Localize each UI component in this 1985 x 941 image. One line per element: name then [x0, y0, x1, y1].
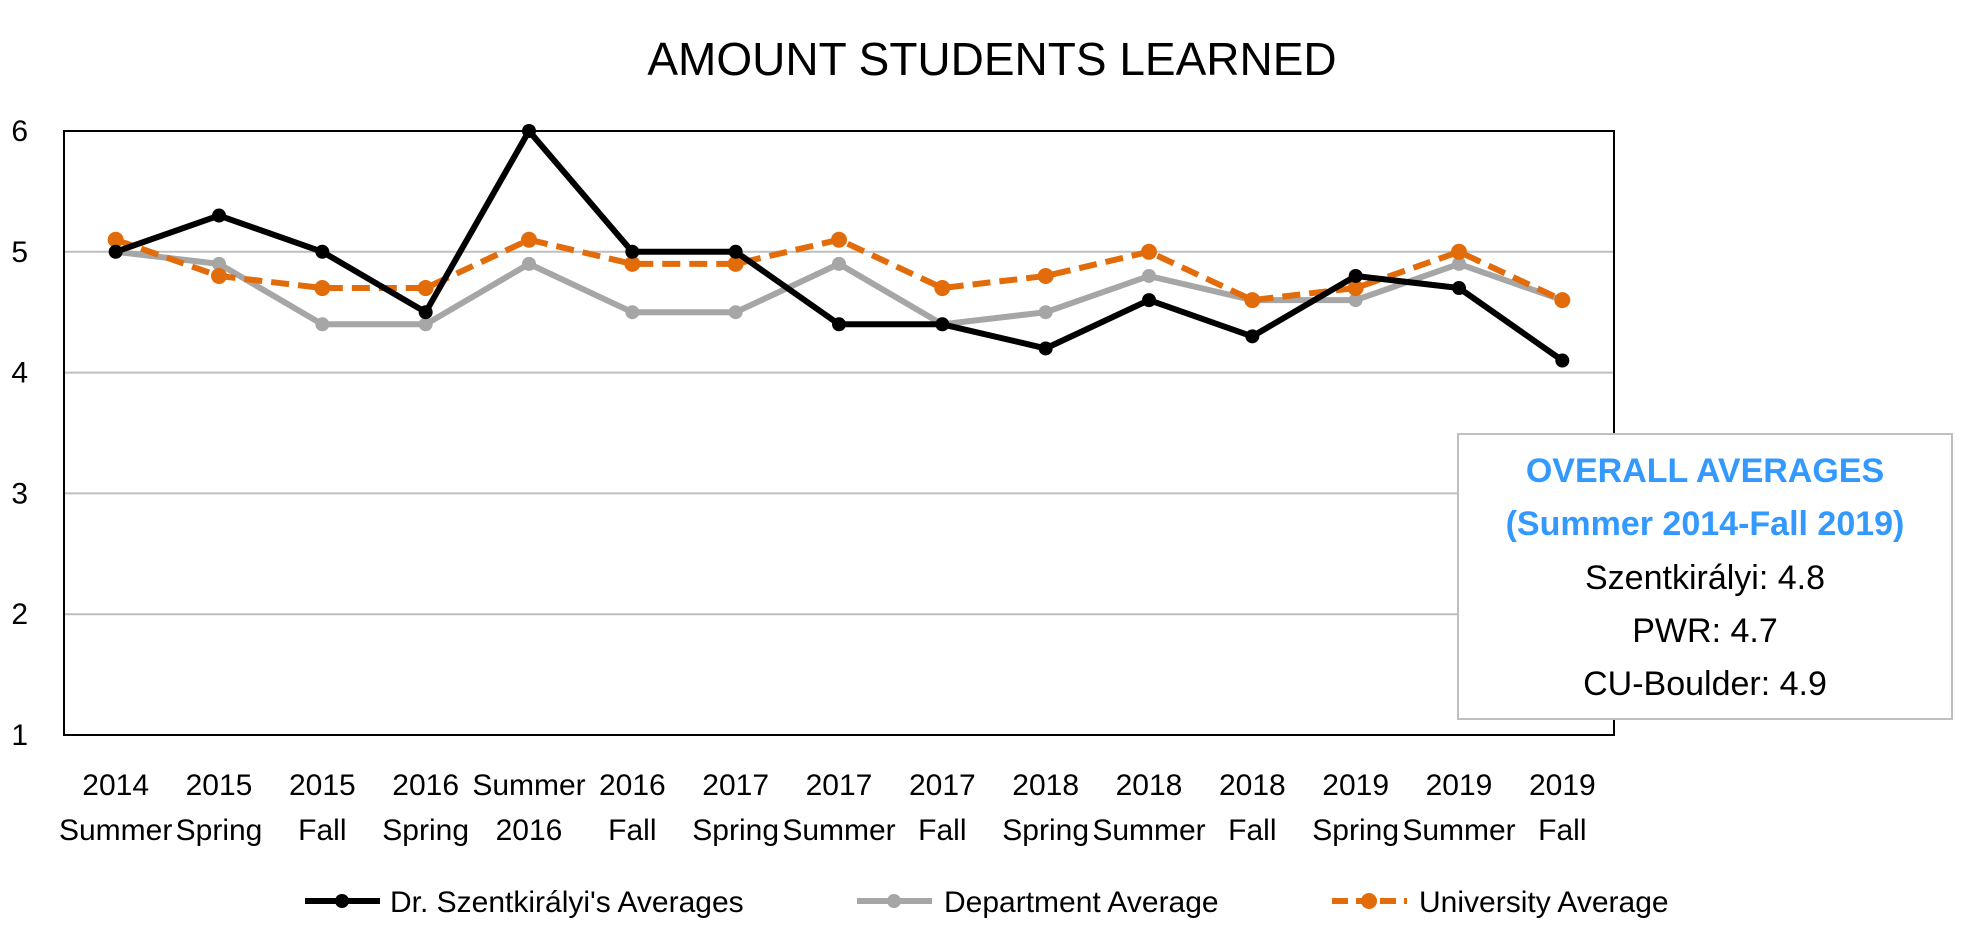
- series-0: [108, 124, 1570, 368]
- x-tick-label: Fall: [1538, 814, 1586, 847]
- x-tick-label: 2018: [1012, 769, 1079, 802]
- y-tick-label: 1: [11, 719, 28, 752]
- x-tick-label: Spring: [382, 814, 469, 847]
- x-tick-label: 2018: [1219, 769, 1286, 802]
- data-point: [107, 231, 124, 248]
- data-point: [418, 305, 433, 320]
- data-point: [625, 305, 640, 320]
- data-point: [521, 231, 537, 248]
- x-tick-label: 2015: [289, 769, 356, 802]
- overall-averages-heading: OVERALL AVERAGES: [1526, 452, 1884, 490]
- data-point: [728, 244, 743, 259]
- data-point: [1451, 243, 1467, 260]
- data-point: [625, 244, 640, 259]
- plot-area-border: [63, 130, 1615, 736]
- data-point: [108, 244, 123, 259]
- data-point: [727, 255, 744, 272]
- legend: Dr. Szentkirályi's Averages Department A…: [305, 886, 1669, 919]
- x-tick-label: Summer: [782, 814, 895, 847]
- x-tick-label: Spring: [1312, 814, 1399, 847]
- x-tick-label: 2014: [82, 769, 149, 802]
- overall-average-szentkiralyi: Szentkirályi: 4.8: [1585, 559, 1825, 597]
- data-point: [935, 317, 950, 332]
- x-tick-label: Fall: [608, 814, 656, 847]
- data-point: [522, 256, 536, 271]
- x-tick-label: Spring: [1002, 814, 1089, 847]
- x-tick-label: Spring: [176, 814, 263, 847]
- x-tick-label: 2016: [599, 769, 666, 802]
- y-tick-label: 6: [11, 115, 28, 148]
- x-tick-label: Summer: [59, 814, 172, 847]
- data-point: [418, 317, 433, 332]
- data-point: [212, 208, 226, 223]
- x-tick-label: 2016: [392, 769, 459, 802]
- data-point: [211, 267, 227, 284]
- x-tick-label: Fall: [1228, 814, 1276, 847]
- data-point: [1554, 292, 1571, 309]
- data-point: [212, 256, 226, 271]
- data-point: [832, 317, 846, 332]
- x-tick-label: 2019: [1426, 769, 1493, 802]
- data-point: [831, 231, 847, 248]
- y-axis-ticks: 1 2 3 4 5 6: [11, 115, 28, 752]
- data-point: [522, 124, 536, 138]
- data-point: [1452, 256, 1466, 271]
- data-point: [1348, 268, 1363, 283]
- y-tick-label: 3: [11, 477, 28, 510]
- x-axis-categories: 2014Summer2015Spring2015Fall2016SpringSu…: [59, 769, 1596, 847]
- chart-title: AMOUNT STUDENTS LEARNED: [647, 33, 1336, 85]
- data-point: [934, 280, 951, 297]
- x-tick-label: 2017: [909, 769, 976, 802]
- data-point: [1555, 353, 1570, 368]
- x-tick-label: Fall: [918, 814, 966, 847]
- overall-averages-period: (Summer 2014-Fall 2019): [1506, 505, 1905, 543]
- data-point: [1452, 281, 1466, 296]
- x-tick-label: Spring: [692, 814, 779, 847]
- x-tick-label: 2018: [1116, 769, 1183, 802]
- data-point: [1245, 329, 1260, 344]
- legend-item-szentkiralyi: Dr. Szentkirályi's Averages: [305, 886, 744, 919]
- overall-averages-box-frame: [1457, 433, 1953, 720]
- data-point: [315, 317, 330, 332]
- y-tick-label: 4: [11, 357, 28, 390]
- x-tick-label: 2016: [496, 814, 563, 847]
- legend-item-university: University Average: [1332, 886, 1669, 919]
- x-tick-label: 2015: [186, 769, 253, 802]
- legend-label-university: University Average: [1419, 886, 1669, 919]
- data-point: [1141, 243, 1157, 260]
- y-tick-label: 5: [11, 236, 28, 269]
- legend-label-department: Department Average: [944, 886, 1219, 919]
- x-tick-label: Fall: [298, 814, 346, 847]
- overall-averages-box: OVERALL AVERAGES (Summer 2014-Fall 2019)…: [1457, 433, 1953, 720]
- data-point: [728, 305, 743, 320]
- data-point: [1037, 267, 1054, 284]
- data-point: [1142, 268, 1156, 283]
- y-tick-label: 2: [11, 598, 28, 631]
- x-tick-label: 2019: [1529, 769, 1596, 802]
- data-point: [315, 244, 330, 259]
- data-point: [1348, 293, 1363, 308]
- data-point: [1142, 293, 1156, 308]
- series-layer: [107, 124, 1571, 368]
- data-point: [417, 280, 434, 297]
- legend-item-department: Department Average: [857, 886, 1219, 919]
- x-tick-label: Summer: [472, 769, 585, 802]
- data-point: [1038, 341, 1053, 356]
- overall-average-cu-boulder: CU-Boulder: 4.9: [1583, 665, 1827, 703]
- x-tick-label: 2017: [702, 769, 769, 802]
- x-tick-label: 2019: [1322, 769, 1389, 802]
- data-point: [1038, 305, 1053, 320]
- data-point: [1244, 292, 1261, 309]
- data-point: [314, 280, 331, 297]
- overall-average-pwr: PWR: 4.7: [1632, 612, 1777, 650]
- data-point: [624, 255, 641, 272]
- series-2: [107, 231, 1571, 309]
- x-tick-label: 2017: [806, 769, 873, 802]
- data-point: [832, 256, 846, 271]
- x-tick-label: Summer: [1402, 814, 1515, 847]
- data-point: [1347, 280, 1364, 297]
- legend-label-szentkiralyi: Dr. Szentkirályi's Averages: [390, 886, 744, 919]
- x-tick-label: Summer: [1092, 814, 1205, 847]
